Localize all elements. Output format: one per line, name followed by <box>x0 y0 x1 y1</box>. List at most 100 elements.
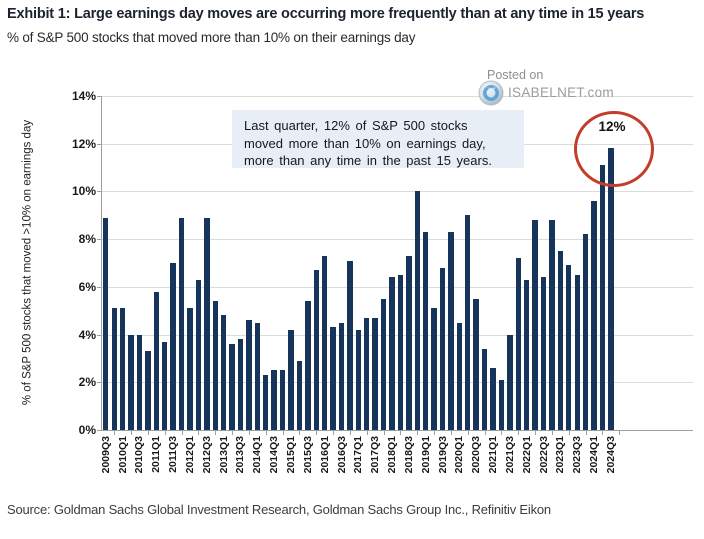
bar-2022Q2 <box>532 220 538 430</box>
x-tick-2016Q1 <box>333 431 335 435</box>
x-tick-2010Q1 <box>131 431 133 435</box>
bar-2022Q4 <box>549 220 555 430</box>
bar-2012Q3 <box>204 217 210 430</box>
bar-2018Q4 <box>414 191 420 430</box>
x-tick-2018Q3 <box>417 431 419 435</box>
x-tick-label-2016Q1: 2016Q1 <box>318 436 331 474</box>
bar-2016Q4 <box>347 260 353 430</box>
x-tick-label-2023Q1: 2023Q1 <box>554 436 567 474</box>
bar-2009Q4 <box>111 308 117 430</box>
bar-2012Q1 <box>187 308 193 430</box>
x-tick-2024Q1 <box>602 431 604 435</box>
x-tick-label-2017Q1: 2017Q1 <box>352 436 365 474</box>
bar-2020Q1 <box>456 322 463 430</box>
x-tick-label-2021Q1: 2021Q1 <box>487 436 500 474</box>
y-tick-label-0%: 0% <box>78 423 96 437</box>
bar-2017Q1 <box>355 329 362 430</box>
bar-2019Q2 <box>431 308 437 430</box>
bar-2024Q2 <box>599 165 606 430</box>
bar-2014Q1 <box>254 322 260 430</box>
bar-2018Q1 <box>389 277 395 430</box>
x-tick-2021Q1 <box>501 431 503 435</box>
x-tick-label-2014Q3: 2014Q3 <box>268 436 281 474</box>
bar-2010Q2 <box>128 334 134 430</box>
bar-2020Q4 <box>481 348 488 430</box>
y-tick-6% <box>97 286 101 288</box>
x-tick-2011Q1 <box>164 431 166 435</box>
x-tick-2019Q3 <box>450 431 452 435</box>
x-tick-2024Q3 <box>619 431 621 435</box>
bar-2010Q3 <box>136 334 143 430</box>
bar-2016Q3 <box>338 322 345 430</box>
y-tick-label-6%: 6% <box>78 279 96 294</box>
bar-2017Q3 <box>372 317 378 430</box>
bar-2017Q2 <box>364 317 370 430</box>
y-tick-14% <box>97 96 101 97</box>
y-tick-label-10%: 10% <box>71 184 96 199</box>
bar-2016Q2 <box>330 327 336 430</box>
bar-2023Q3 <box>574 274 580 430</box>
x-tick-2020Q1 <box>467 431 469 435</box>
y-tick-2% <box>97 382 101 384</box>
y-tick-label-8%: 8% <box>78 232 96 247</box>
x-tick-label-2018Q3: 2018Q3 <box>402 436 415 474</box>
x-tick-label-2024Q1: 2024Q1 <box>588 436 601 474</box>
y-tick-4% <box>97 334 101 336</box>
x-tick-2015Q1 <box>299 431 301 435</box>
x-tick-label-2019Q1: 2019Q1 <box>419 436 432 474</box>
x-tick-2015Q3 <box>316 431 318 435</box>
x-tick-2017Q1 <box>366 431 368 435</box>
bar-2022Q3 <box>540 277 547 430</box>
gridline-14% <box>101 96 693 97</box>
bar-2011Q3 <box>170 263 176 430</box>
x-tick-label-2013Q3: 2013Q3 <box>234 436 247 474</box>
bar-2020Q3 <box>473 298 479 430</box>
bar-2015Q1 <box>288 329 294 430</box>
bar-2010Q1 <box>119 308 126 430</box>
bar-2015Q4 <box>313 270 319 430</box>
x-tick-label-2020Q3: 2020Q3 <box>470 436 483 474</box>
x-tick-label-2010Q1: 2010Q1 <box>116 436 129 474</box>
x-tick-2022Q3 <box>551 431 553 435</box>
bar-2023Q2 <box>566 265 572 430</box>
x-tick-2021Q3 <box>518 431 520 435</box>
callout-circle <box>574 111 654 187</box>
x-tick-label-2012Q3: 2012Q3 <box>200 436 213 474</box>
y-axis-title: % of S&P 500 stocks that moved >10% on e… <box>21 119 34 406</box>
bar-2016Q1 <box>321 255 328 430</box>
x-tick-label-2024Q3: 2024Q3 <box>604 436 617 474</box>
x-tick-2014Q3 <box>282 431 284 435</box>
bar-2013Q2 <box>229 344 235 430</box>
gridline-4% <box>101 334 693 336</box>
y-tick-label-2%: 2% <box>78 375 96 390</box>
x-tick-label-2016Q3: 2016Q3 <box>335 436 348 474</box>
bar-2011Q4 <box>178 217 185 430</box>
bar-2023Q1 <box>557 251 564 430</box>
y-tick-label-14%: 14% <box>71 89 96 103</box>
x-tick-label-2015Q1: 2015Q1 <box>284 436 297 474</box>
bar-2021Q4 <box>515 258 521 430</box>
y-axis-line <box>101 96 102 430</box>
x-tick-2017Q3 <box>383 431 385 435</box>
x-tick-2010Q3 <box>147 431 149 435</box>
bar-2015Q3 <box>305 301 311 430</box>
bar-2017Q4 <box>380 298 387 430</box>
x-tick-label-2011Q1: 2011Q1 <box>150 436 163 473</box>
x-tick-label-2021Q3: 2021Q3 <box>503 436 516 474</box>
bar-2021Q3 <box>507 334 513 430</box>
x-tick-2023Q1 <box>568 431 570 435</box>
x-tick-label-2015Q3: 2015Q3 <box>301 436 314 474</box>
x-axis-line <box>101 430 693 431</box>
x-tick-2020Q3 <box>484 431 486 435</box>
gridline-10% <box>101 191 693 193</box>
chart-subtitle: % of S&P 500 stocks that moved more than… <box>7 30 416 45</box>
x-tick-label-2018Q1: 2018Q1 <box>386 436 398 474</box>
x-tick-2018Q1 <box>400 431 402 435</box>
bar-2022Q1 <box>524 279 530 430</box>
y-tick-10% <box>97 191 101 193</box>
source-note: Source: Goldman Sachs Global Investment … <box>7 502 551 517</box>
gridline-8% <box>101 239 693 241</box>
watermark-site-name: ISABELNET.com <box>508 85 614 100</box>
bar-2019Q4 <box>448 231 454 430</box>
bar-2014Q4 <box>279 370 286 430</box>
